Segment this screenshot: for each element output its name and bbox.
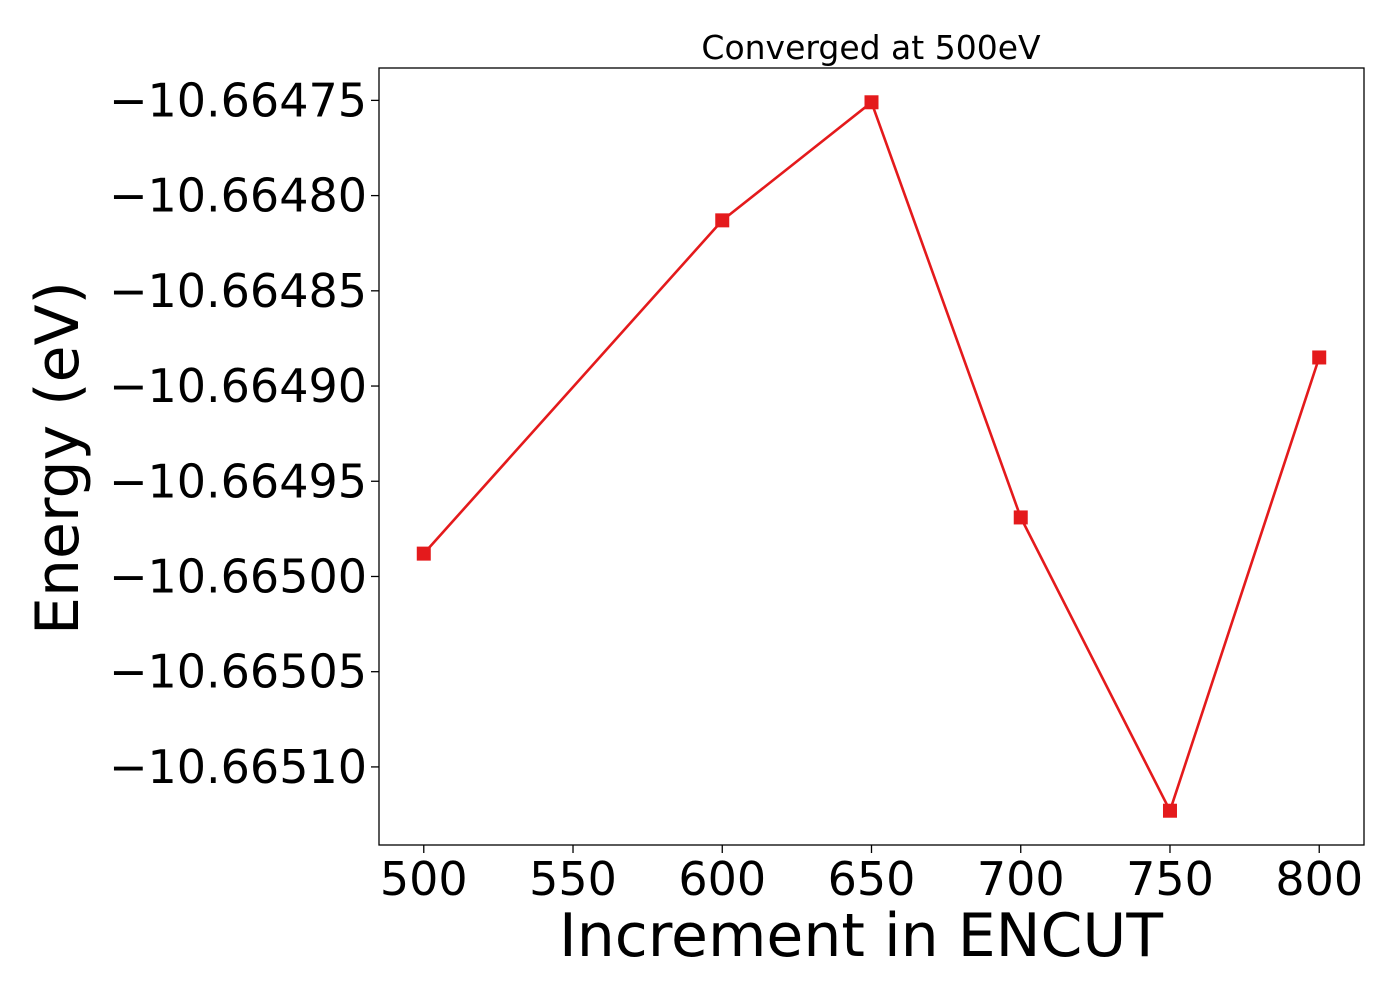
y-axis-label: Energy (eV) (23, 281, 93, 635)
data-point-marker (1162, 803, 1177, 818)
chart-title: Converged at 500eV (701, 28, 1041, 67)
y-axis-ticks: −10.66475 −10.66480 −10.66485 −10.66490 −10.… (109, 73, 379, 794)
x-tick-label: 600 (678, 852, 766, 906)
y-tick-label: −10.66510 (109, 740, 367, 794)
x-axis-ticks: 500 550 600 650 700 750 800 (380, 845, 1363, 906)
series-line (422, 101, 1321, 813)
y-tick-label: −10.66490 (109, 359, 367, 413)
x-axis-label: Increment in ENCUT (559, 901, 1163, 971)
plot-frame (378, 67, 1365, 846)
y-tick-label: −10.66495 (109, 454, 367, 508)
y-tick-label: −10.66480 (109, 169, 367, 223)
y-tick-label: −10.66500 (109, 549, 367, 603)
x-tick-label: 700 (977, 852, 1065, 906)
y-tick-label: −10.66505 (109, 645, 367, 699)
data-point-marker (864, 95, 879, 110)
x-tick-label: 550 (529, 852, 617, 906)
y-tick-label: −10.66475 (109, 73, 367, 127)
x-tick-label: 750 (1126, 852, 1214, 906)
data-point-marker (1312, 350, 1327, 365)
y-tick-label: −10.66485 (109, 264, 367, 318)
x-tick-label: 800 (1275, 852, 1363, 906)
data-point-marker (416, 546, 431, 561)
data-point-marker (1013, 510, 1028, 525)
x-tick-label: 500 (380, 852, 468, 906)
series-layer (416, 95, 1327, 818)
x-tick-label: 650 (828, 852, 916, 906)
data-point-marker (715, 213, 730, 228)
